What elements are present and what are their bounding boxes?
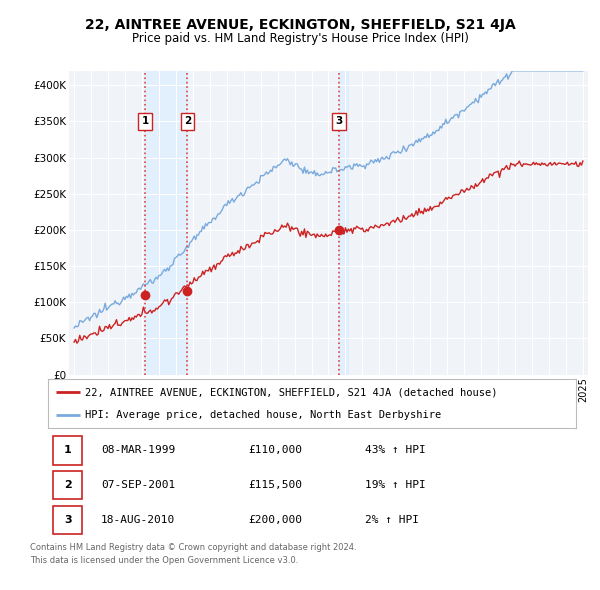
Text: £200,000: £200,000 [248,515,302,525]
Text: £115,500: £115,500 [248,480,302,490]
Text: 19% ↑ HPI: 19% ↑ HPI [365,480,425,490]
Text: 1: 1 [142,116,149,126]
FancyBboxPatch shape [53,506,82,535]
FancyBboxPatch shape [53,471,82,500]
Text: 22, AINTREE AVENUE, ECKINGTON, SHEFFIELD, S21 4JA (detached house): 22, AINTREE AVENUE, ECKINGTON, SHEFFIELD… [85,388,497,398]
Text: HPI: Average price, detached house, North East Derbyshire: HPI: Average price, detached house, Nort… [85,409,441,419]
Text: 1: 1 [64,445,71,455]
Text: 3: 3 [335,116,343,126]
Text: Price paid vs. HM Land Registry's House Price Index (HPI): Price paid vs. HM Land Registry's House … [131,32,469,45]
Text: Contains HM Land Registry data © Crown copyright and database right 2024.: Contains HM Land Registry data © Crown c… [30,543,356,552]
Text: 3: 3 [64,515,71,525]
Text: 2: 2 [184,116,191,126]
Text: 07-SEP-2001: 07-SEP-2001 [101,480,175,490]
Text: £110,000: £110,000 [248,445,302,455]
Text: 2: 2 [64,480,71,490]
Text: 08-MAR-1999: 08-MAR-1999 [101,445,175,455]
Bar [339,71,347,375]
Text: 2% ↑ HPI: 2% ↑ HPI [365,515,419,525]
Text: 43% ↑ HPI: 43% ↑ HPI [365,445,425,455]
Text: 18-AUG-2010: 18-AUG-2010 [101,515,175,525]
FancyBboxPatch shape [53,436,82,464]
Text: This data is licensed under the Open Government Licence v3.0.: This data is licensed under the Open Gov… [30,556,298,565]
Bar [145,71,187,375]
Text: 22, AINTREE AVENUE, ECKINGTON, SHEFFIELD, S21 4JA: 22, AINTREE AVENUE, ECKINGTON, SHEFFIELD… [85,18,515,32]
